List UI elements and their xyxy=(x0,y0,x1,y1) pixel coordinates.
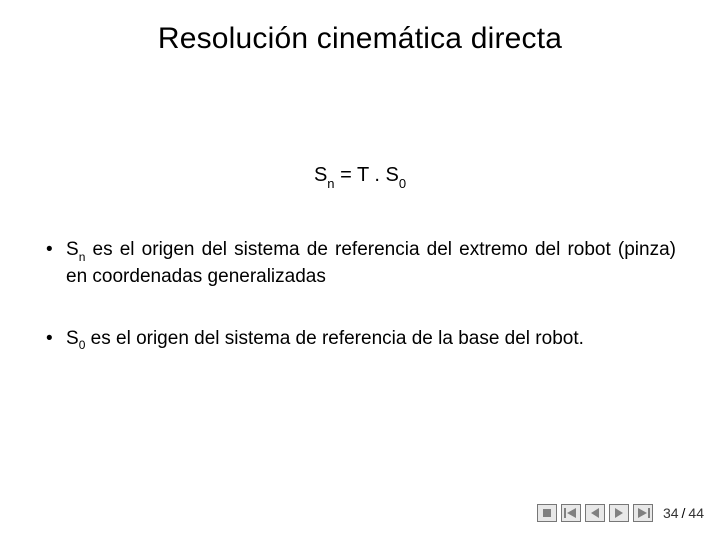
list-item: S0 es el origen del sistema de referenci… xyxy=(44,326,676,353)
page-total: 44 xyxy=(688,505,704,521)
bullet-text: es el origen del sistema de referencia d… xyxy=(85,328,584,349)
nav-stop-button[interactable] xyxy=(537,504,557,522)
next-icon xyxy=(613,507,625,519)
bullet-lead-base: S xyxy=(66,239,79,260)
nav-last-button[interactable] xyxy=(633,504,653,522)
bullet-lead-sub: 0 xyxy=(79,338,86,352)
footer-nav: 34 /44 xyxy=(537,504,704,522)
bullet-lead-sub: n xyxy=(79,250,86,264)
prev-icon xyxy=(589,507,601,519)
stop-icon xyxy=(541,507,553,519)
page-title: Resolución cinemática directa xyxy=(44,22,676,56)
formula-s0-base: S xyxy=(385,164,398,186)
formula-s0-sub: 0 xyxy=(399,176,406,191)
formula-sn-base: S xyxy=(314,164,327,186)
bullet-list: Sn es el origen del sistema de referenci… xyxy=(44,237,676,353)
nav-prev-button[interactable] xyxy=(585,504,605,522)
formula: Sn = T . S0 xyxy=(44,164,676,189)
slide: Resolución cinemática directa Sn = T . S… xyxy=(0,0,720,540)
formula-mid: = T . xyxy=(335,164,386,186)
page-current: 34 xyxy=(663,505,679,521)
bullet-lead-base: S xyxy=(66,328,79,349)
page-sep: / xyxy=(682,505,686,521)
formula-sn-sub: n xyxy=(327,176,334,191)
first-icon xyxy=(564,507,578,519)
nav-next-button[interactable] xyxy=(609,504,629,522)
list-item: Sn es el origen del sistema de referenci… xyxy=(44,237,676,290)
nav-first-button[interactable] xyxy=(561,504,581,522)
page-indicator: 34 /44 xyxy=(663,505,704,521)
last-icon xyxy=(636,507,650,519)
bullet-text: es el origen del sistema de referencia d… xyxy=(66,239,676,287)
